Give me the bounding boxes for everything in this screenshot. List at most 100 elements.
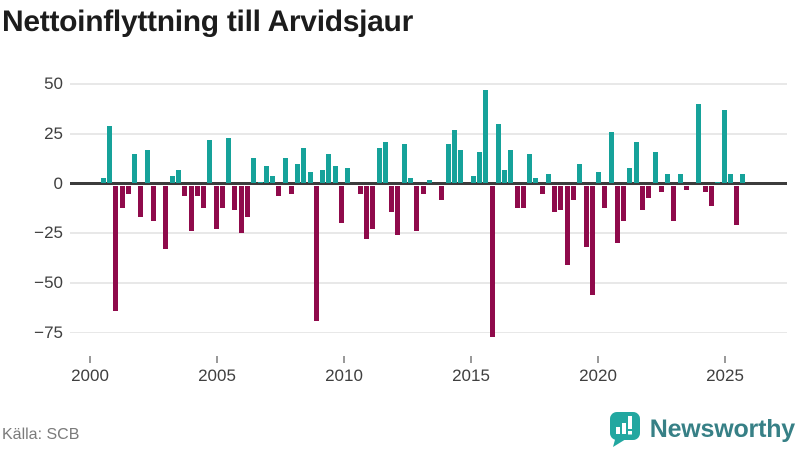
- bar-positive: [596, 171, 602, 184]
- bar-positive: [727, 173, 733, 184]
- bar-positive: [320, 169, 326, 184]
- x-tick-mark: [343, 356, 345, 363]
- bar-negative: [539, 185, 545, 194]
- bar-positive: [627, 167, 633, 184]
- bar-positive: [445, 143, 451, 184]
- bar-negative: [288, 185, 294, 194]
- bar-positive: [263, 165, 269, 184]
- bar-negative: [646, 185, 652, 198]
- bar-negative: [439, 185, 445, 200]
- bar-positive: [458, 149, 464, 184]
- bar-positive: [577, 163, 583, 184]
- bar-positive: [721, 109, 727, 184]
- x-axis-label: 2020: [579, 366, 617, 385]
- bar-positive: [176, 169, 181, 184]
- bar-positive: [301, 147, 307, 184]
- x-tick-mark: [597, 356, 599, 363]
- gridline: [70, 83, 787, 85]
- bar-negative: [238, 185, 244, 234]
- bar-positive: [476, 151, 482, 184]
- y-axis-label: 25: [44, 123, 63, 143]
- bar-positive: [665, 173, 671, 184]
- bar-positive: [608, 131, 614, 184]
- bar-negative: [276, 185, 282, 196]
- bar-negative: [514, 185, 520, 208]
- bar-negative: [414, 185, 420, 232]
- gridline: [70, 282, 787, 284]
- bar-positive: [169, 175, 175, 184]
- bar-negative: [364, 185, 370, 240]
- bar-positive: [295, 163, 301, 184]
- x-tick-mark: [89, 356, 91, 363]
- gridline: [70, 331, 787, 334]
- y-axis-label: −75: [34, 322, 63, 342]
- bar-positive: [382, 141, 388, 184]
- bar-negative: [708, 185, 714, 206]
- bar-negative: [119, 185, 125, 208]
- bar-positive: [401, 143, 407, 184]
- bar-positive: [715, 181, 721, 184]
- chart-title: Nettoinflyttning till Arvidsjaur: [2, 5, 413, 38]
- x-axis-label: 2010: [325, 366, 363, 385]
- bar-positive: [107, 125, 113, 184]
- x-tick-mark: [216, 356, 218, 363]
- bar-negative: [194, 185, 200, 196]
- bar-negative: [370, 185, 376, 230]
- bar-negative: [683, 185, 689, 190]
- bar-negative: [589, 185, 595, 296]
- bar-positive: [495, 123, 501, 184]
- bar-positive: [376, 147, 382, 184]
- bar-positive: [100, 177, 106, 184]
- bar-negative: [163, 185, 169, 250]
- bar-negative: [201, 185, 207, 208]
- bar-negative: [734, 185, 740, 226]
- bar-positive: [307, 171, 313, 184]
- bar-negative: [671, 185, 677, 222]
- bar-negative: [564, 185, 570, 266]
- source-caption: Källa: SCB: [2, 426, 80, 443]
- bar-positive: [533, 177, 539, 184]
- bar-negative: [150, 185, 156, 222]
- bar-negative: [138, 185, 144, 218]
- bar-negative: [339, 185, 345, 224]
- bar-negative: [232, 185, 238, 210]
- bar-negative: [520, 185, 526, 208]
- bar-negative: [420, 185, 426, 194]
- bar-negative: [113, 185, 119, 311]
- bar-negative: [244, 185, 250, 218]
- x-axis-label: 2025: [706, 366, 744, 385]
- bar-negative: [658, 185, 664, 192]
- bar-negative: [558, 185, 564, 210]
- bar-positive: [226, 137, 232, 184]
- bar-positive: [652, 151, 658, 184]
- bar-negative: [188, 185, 194, 232]
- bar-positive: [426, 179, 432, 184]
- x-tick-mark: [470, 356, 472, 363]
- bar-positive: [696, 103, 702, 184]
- plot-area: 50 25 0 −25 −50 −75 2000 2005 2010 2015 2020 2025: [34, 74, 787, 385]
- bar-negative: [614, 185, 620, 244]
- y-axis-label: 50: [44, 74, 63, 94]
- bar-positive: [251, 157, 257, 184]
- newsworthy-wordmark: Newsworthy: [649, 414, 795, 443]
- x-tick-mark: [724, 356, 726, 363]
- bar-positive: [483, 90, 489, 184]
- bar-positive: [451, 129, 457, 184]
- bar-negative: [702, 185, 708, 192]
- x-axis-label: 2005: [198, 366, 236, 385]
- bar-negative: [357, 185, 363, 194]
- y-axis-label: −25: [34, 223, 63, 243]
- bar-positive: [740, 173, 746, 184]
- bar-negative: [583, 185, 589, 248]
- bar-positive: [470, 175, 476, 184]
- x-axis-label: 2015: [452, 366, 490, 385]
- newsworthy-speech-bubble-bar-chart-icon: [609, 412, 640, 447]
- bar-negative: [182, 185, 188, 196]
- bar-positive: [207, 139, 213, 184]
- bar-negative: [125, 185, 131, 194]
- bar-negative: [571, 185, 577, 200]
- bar-negative: [213, 185, 219, 230]
- bar-positive: [257, 181, 263, 184]
- bar-negative: [389, 185, 395, 212]
